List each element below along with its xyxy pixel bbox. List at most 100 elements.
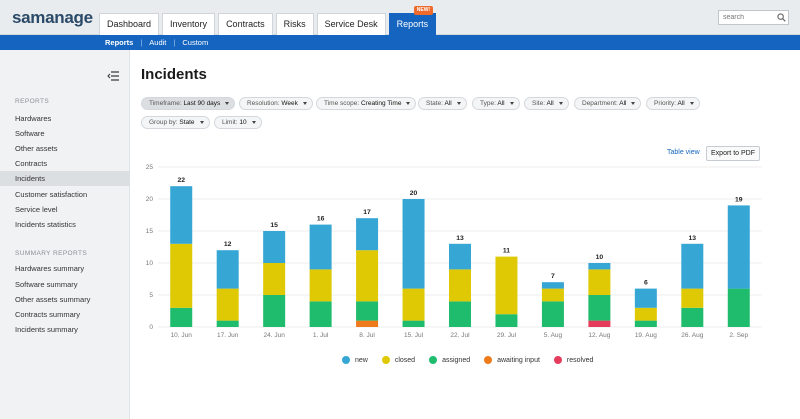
timeframe-filter[interactable]: Timeframe: Last 90 days — [141, 97, 236, 110]
tab-reports-label: Reports — [396, 19, 429, 29]
bar-segment-assigned[interactable] — [727, 288, 750, 327]
bar-segment-new[interactable] — [449, 243, 471, 270]
tab-contracts[interactable]: Contracts — [218, 13, 273, 35]
collapse-sidebar-icon[interactable] — [107, 71, 119, 81]
top-bar: samanage Dashboard Inventory Contracts R… — [0, 0, 800, 35]
filter-label: State: — [426, 100, 443, 107]
y-tick-label: 20 — [146, 196, 154, 203]
state-filter[interactable]: State: All — [418, 97, 467, 110]
filter-label: Site: — [532, 100, 546, 107]
bar-segment-closed[interactable] — [634, 307, 657, 321]
filter-value: All — [497, 100, 505, 107]
search-input[interactable] — [718, 10, 789, 25]
bar-segment-closed[interactable] — [356, 250, 379, 302]
legend-item-new[interactable]: new — [342, 356, 368, 364]
sidebar-item-contracts-summary[interactable]: Contracts summary — [15, 310, 81, 319]
bar-segment-closed[interactable] — [495, 256, 518, 315]
resolution-filter[interactable]: Resolution: Week — [239, 97, 313, 110]
bar-segment-new[interactable] — [309, 224, 332, 270]
filter-value: Creating Time — [360, 100, 402, 107]
bar-segment-assigned[interactable] — [263, 295, 286, 327]
bar-segment-assigned[interactable] — [309, 301, 332, 327]
bar-segment-closed[interactable] — [216, 288, 239, 321]
bar-segment-new[interactable] — [402, 199, 425, 289]
bar-segment-assigned[interactable] — [216, 320, 239, 327]
bar-segment-assigned[interactable] — [541, 301, 564, 327]
bar-segment-closed[interactable] — [588, 269, 611, 295]
bar-segment-assigned[interactable] — [402, 320, 425, 327]
bar-segment-closed[interactable] — [402, 288, 425, 321]
sidebar-item-contracts[interactable]: Contracts — [15, 159, 48, 168]
bar-segment-new[interactable] — [356, 218, 379, 251]
legend-item-closed[interactable]: closed — [381, 356, 415, 364]
chevron-down-icon — [456, 102, 461, 105]
bar-segment-closed[interactable] — [170, 243, 193, 308]
legend-item-assigned[interactable]: assigned — [429, 356, 470, 364]
sidebar-item-incidents[interactable]: Incidents — [0, 171, 130, 186]
bar-segment-new[interactable] — [588, 263, 611, 270]
bar-total-label: 13 — [689, 235, 697, 242]
tab-service-desk[interactable]: Service Desk — [316, 13, 386, 35]
priority-filter[interactable]: Priority: All — [646, 97, 700, 110]
bar-segment-assigned[interactable] — [634, 320, 657, 327]
department-filter[interactable]: Department: All — [574, 97, 642, 110]
filter-label: Time scope: — [324, 100, 360, 107]
bar-segment-closed[interactable] — [681, 288, 704, 308]
time-scope-filter[interactable]: Time scope: Creating Time — [316, 97, 417, 110]
type-filter[interactable]: Type: All — [472, 97, 520, 110]
bar-segment-new[interactable] — [634, 288, 657, 308]
sidebar-item-incidents-summary[interactable]: Incidents summary — [15, 325, 78, 334]
sidebar-item-customer-satisfaction[interactable]: Customer satisfaction — [15, 190, 88, 199]
export-pdf-button[interactable]: Export to PDF — [706, 146, 760, 161]
tab-inventory[interactable]: Inventory — [162, 13, 216, 35]
legend-item-awaiting-input[interactable]: awaiting input — [484, 356, 540, 364]
bar-segment-closed[interactable] — [541, 288, 564, 302]
subnav-audit[interactable]: Audit — [149, 38, 167, 47]
site-filter[interactable]: Site: All — [524, 97, 569, 110]
y-tick-label: 5 — [149, 292, 153, 299]
sidebar-item-incidents-statistics[interactable]: Incidents statistics — [15, 220, 76, 229]
bar-segment-assigned[interactable] — [449, 301, 471, 327]
bar-segment-new[interactable] — [541, 282, 564, 289]
limit-filter[interactable]: Limit: 10 — [214, 116, 262, 129]
bar-segment-assigned[interactable] — [170, 307, 193, 327]
bar-segment-assigned[interactable] — [356, 301, 379, 321]
filter-value: State — [179, 119, 195, 126]
legend-item-resolved[interactable]: resolved — [553, 356, 593, 364]
bar-segment-new[interactable] — [216, 250, 239, 289]
sidebar-item-hardwares-summary[interactable]: Hardwares summary — [15, 264, 85, 273]
bar-total-label: 15 — [270, 222, 278, 229]
tab-reports[interactable]: Reports NEW! — [388, 6, 437, 35]
chevron-down-icon — [199, 121, 204, 124]
sidebar-item-software-summary[interactable]: Software summary — [15, 280, 78, 289]
x-tick-label: 17. Jun — [217, 332, 239, 339]
search-icon[interactable] — [777, 13, 786, 22]
incidents-stacked-bar-chart: 0 5 10 15 20 25 22 10. Jun 12 17. Jun 15 24. Jun 16 1… — [146, 164, 762, 339]
bar-segment-new[interactable] — [681, 243, 704, 289]
bar-segment-new[interactable] — [170, 186, 193, 244]
group-by-filter[interactable]: Group by: State — [141, 116, 210, 129]
table-view-link[interactable]: Table view — [667, 149, 700, 156]
bar-segment-resolved[interactable] — [588, 320, 611, 327]
sidebar-item-other-assets-summary[interactable]: Other assets summary — [15, 295, 91, 304]
bar-segment-awaiting-input[interactable] — [356, 320, 379, 327]
chevron-down-icon — [689, 102, 694, 105]
logo[interactable]: samanage — [12, 8, 93, 27]
tab-dashboard[interactable]: Dashboard — [99, 13, 160, 35]
sidebar-item-other-assets[interactable]: Other assets — [15, 144, 58, 153]
subnav-reports[interactable]: Reports — [105, 38, 134, 47]
sidebar-item-service-level[interactable]: Service level — [15, 205, 58, 214]
bar-segment-new[interactable] — [727, 205, 750, 289]
bar-total-label: 16 — [317, 216, 325, 223]
sidebar-item-software[interactable]: Software — [15, 129, 45, 138]
subnav-custom[interactable]: Custom — [182, 38, 209, 47]
bar-segment-closed[interactable] — [263, 263, 286, 295]
bar-segment-closed[interactable] — [309, 269, 332, 302]
bar-segment-assigned[interactable] — [495, 314, 518, 327]
bar-segment-assigned[interactable] — [588, 295, 611, 321]
bar-segment-new[interactable] — [263, 231, 286, 263]
tab-risks[interactable]: Risks — [275, 13, 314, 35]
bar-segment-assigned[interactable] — [681, 307, 704, 327]
bar-segment-closed[interactable] — [449, 269, 471, 302]
sidebar-item-hardwares[interactable]: Hardwares — [15, 114, 52, 123]
